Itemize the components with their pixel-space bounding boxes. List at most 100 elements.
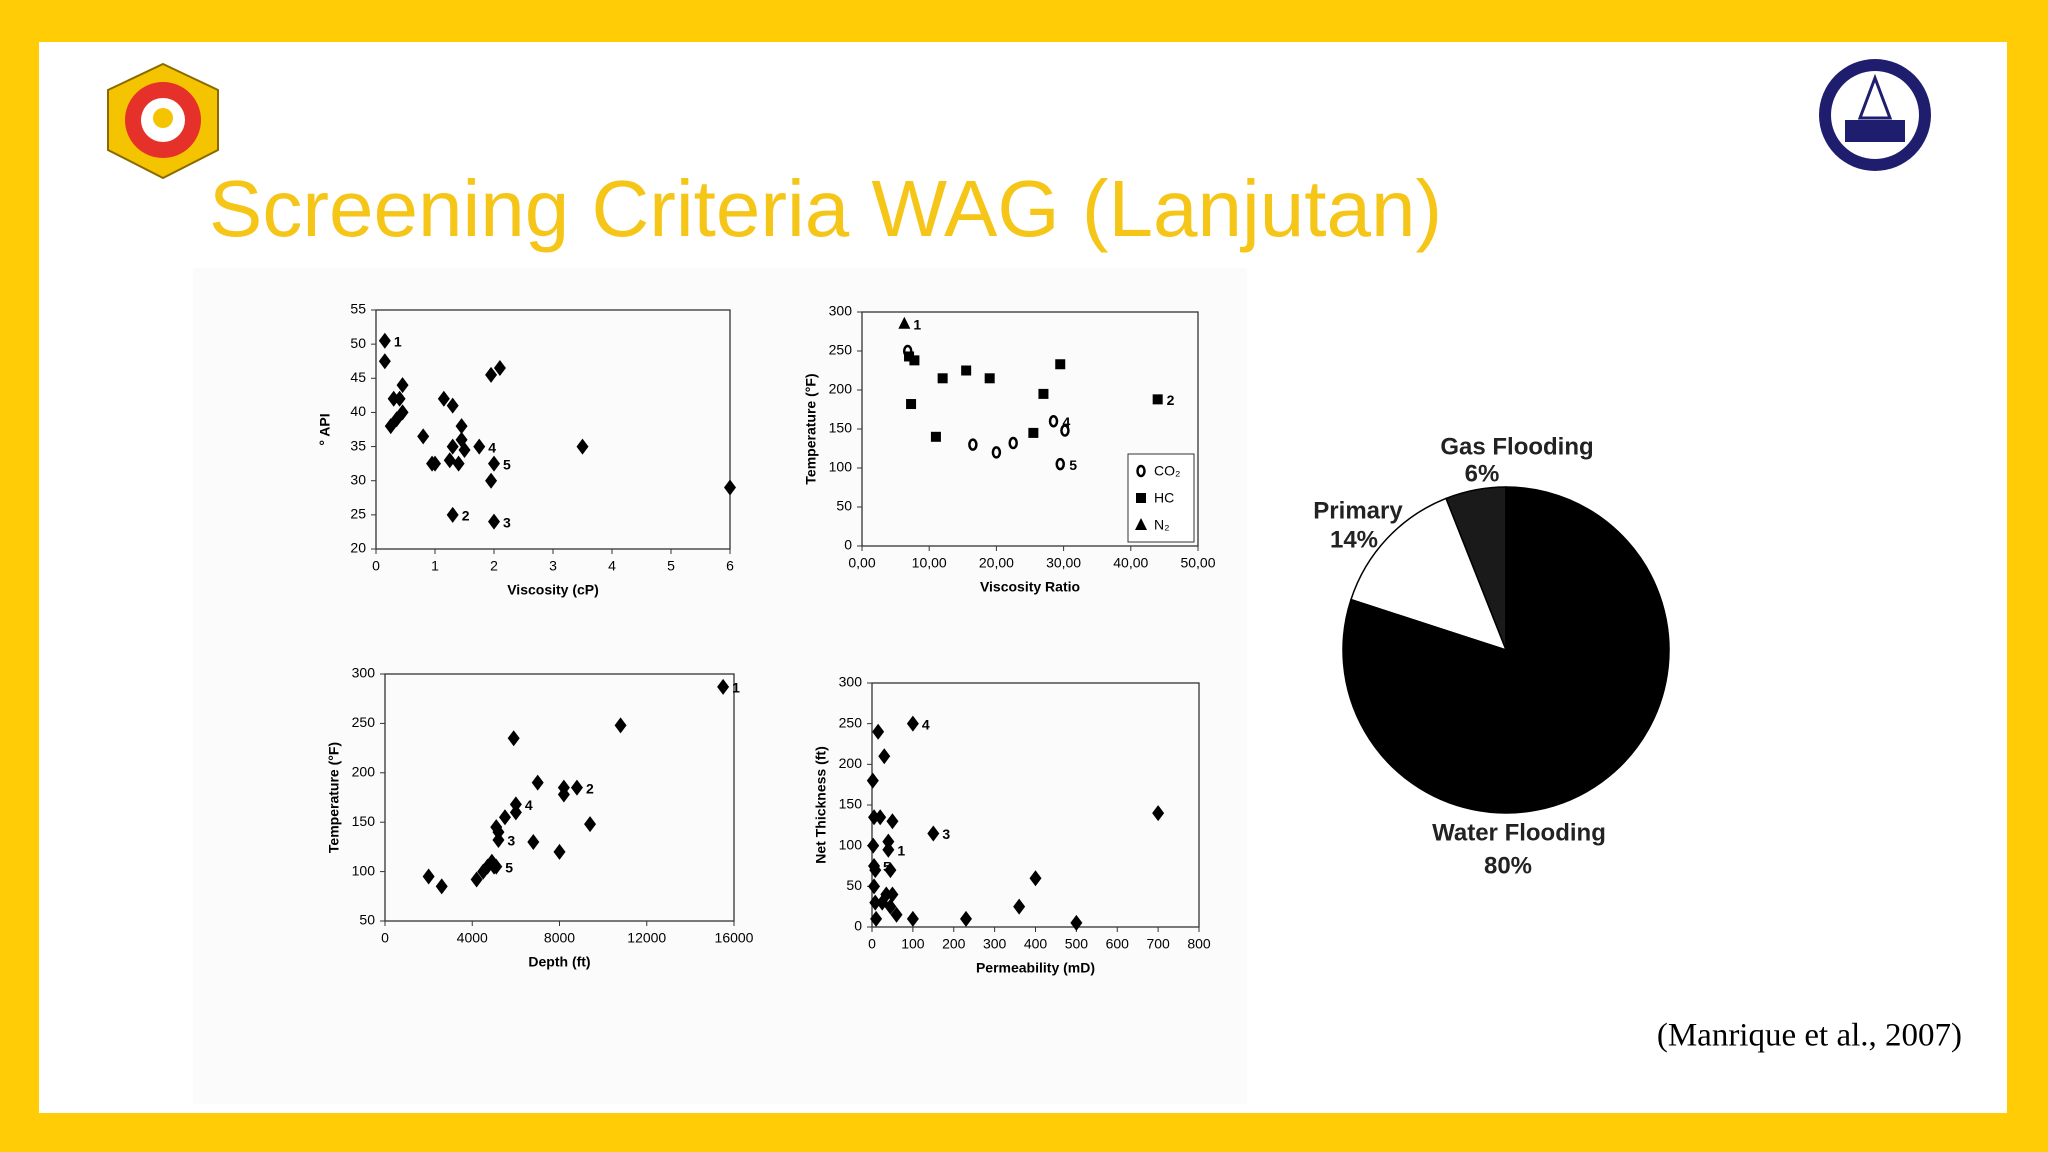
y-axis-label: ° API [317, 413, 333, 445]
data-point [884, 898, 897, 915]
data-point [1055, 457, 1065, 471]
y-tick-label: 40 [350, 403, 366, 419]
point-label: 3 [503, 514, 511, 530]
x-tick-label: 1 [431, 558, 439, 574]
y-tick-label: 300 [829, 303, 853, 319]
x-tick-label: 4 [608, 558, 616, 574]
data-point [937, 373, 948, 384]
data-point [930, 431, 941, 442]
data-point [906, 910, 919, 927]
x-axis-label: Viscosity (cP) [507, 582, 599, 598]
data-point [1013, 898, 1026, 915]
x-tick-label: 6 [726, 558, 734, 574]
x-tick-label: 30,00 [1046, 555, 1081, 571]
y-tick-label: 50 [359, 912, 375, 928]
y-tick-label: 25 [350, 506, 366, 522]
data-point [872, 723, 885, 740]
x-axis-label: Permeability (mD) [976, 960, 1095, 976]
data-point [1055, 359, 1066, 370]
y-tick-label: 250 [829, 342, 853, 358]
x-tick-label: 50,00 [1180, 555, 1215, 571]
pie-value-label: 80% [1484, 852, 1532, 879]
point-label: 4 [922, 716, 930, 732]
data-point [868, 809, 881, 826]
data-point [393, 390, 406, 407]
data-point [898, 316, 911, 329]
y-tick-label: 250 [352, 714, 376, 730]
x-tick-label: 0 [372, 558, 380, 574]
data-point [909, 355, 920, 366]
data-point [1152, 394, 1163, 405]
data-point [446, 438, 459, 455]
data-point [443, 452, 456, 469]
y-tick-label: 200 [352, 764, 376, 780]
data-point [490, 858, 503, 875]
data-point [1028, 427, 1039, 438]
data-point [1048, 414, 1059, 428]
x-tick-label: 12000 [627, 930, 666, 946]
data-point [868, 878, 881, 895]
data-point [446, 506, 459, 523]
x-tick-label: 700 [1146, 936, 1170, 952]
point-label: 2 [462, 508, 470, 524]
data-point [396, 377, 409, 394]
data-point [874, 809, 887, 826]
x-tick-label: 10,00 [912, 555, 947, 571]
data-point [884, 862, 897, 879]
y-tick-label: 250 [839, 714, 863, 730]
point-label: 5 [503, 456, 511, 472]
data-point [886, 813, 899, 830]
y-tick-label: 300 [352, 665, 376, 681]
data-point [452, 455, 465, 472]
point-label: 5 [505, 859, 513, 875]
data-point [446, 397, 459, 414]
point-label: 4 [525, 797, 533, 813]
y-tick-label: 200 [829, 381, 853, 397]
y-axis-label: Net Thickness (ft) [813, 746, 829, 863]
data-point [984, 373, 995, 384]
data-point [576, 438, 589, 455]
data-point [1152, 805, 1165, 822]
x-tick-label: 0,00 [848, 555, 875, 571]
data-point [485, 366, 498, 383]
university-logo [107, 62, 219, 180]
data-point [614, 717, 627, 734]
data-point [417, 428, 430, 445]
data-point [961, 365, 972, 376]
y-tick-label: 100 [829, 459, 853, 475]
y-tick-label: 50 [836, 498, 852, 514]
data-point [869, 862, 882, 879]
x-axis-label: Depth (ft) [528, 954, 590, 970]
x-tick-label: 800 [1187, 936, 1211, 952]
data-point [882, 833, 895, 850]
data-point [878, 748, 891, 765]
data-point [509, 796, 522, 813]
y-tick-label: 150 [352, 813, 376, 829]
data-point [1008, 436, 1018, 450]
y-tick-label: 200 [839, 755, 863, 771]
x-tick-label: 5 [667, 558, 675, 574]
y-tick-label: 0 [844, 537, 852, 553]
data-point [869, 894, 882, 911]
data-point [724, 479, 736, 496]
point-label: 3 [507, 833, 515, 849]
data-point [557, 779, 570, 796]
x-tick-label: 100 [901, 936, 925, 952]
x-tick-label: 40,00 [1113, 555, 1148, 571]
point-label: 2 [586, 780, 594, 796]
x-tick-label: 3 [549, 558, 557, 574]
x-tick-label: 2 [490, 558, 498, 574]
data-point [426, 455, 439, 472]
department-logo [1819, 59, 1931, 171]
x-tick-label: 4000 [457, 930, 488, 946]
data-point [378, 353, 391, 370]
pie-slice [1342, 486, 1670, 814]
point-label: 4 [488, 439, 496, 455]
data-point [422, 868, 435, 885]
citation: (Manrique et al., 2007) [1657, 1018, 1962, 1054]
pie-value-label: 14% [1330, 526, 1378, 553]
legend-marker [1136, 464, 1146, 478]
x-tick-label: 200 [942, 936, 966, 952]
data-point [390, 411, 403, 428]
legend-label: N₂ [1154, 517, 1170, 533]
